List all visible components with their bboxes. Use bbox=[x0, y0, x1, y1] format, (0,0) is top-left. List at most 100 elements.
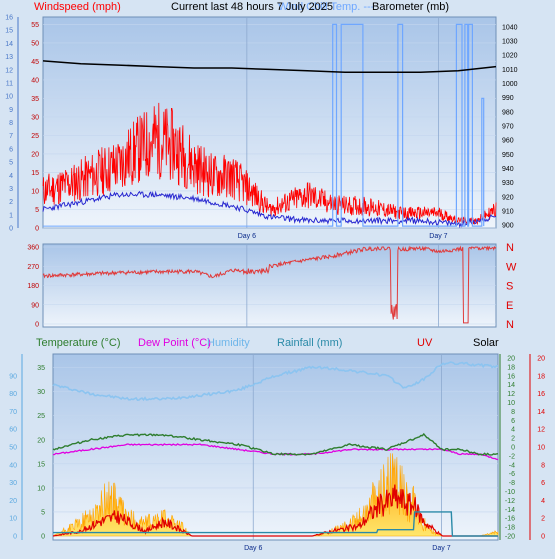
humidity-tick-label: 40 bbox=[9, 462, 17, 469]
windspeed-tick-label: 0 bbox=[35, 226, 39, 233]
humidity-tick-label: 80 bbox=[9, 391, 17, 398]
wind-force-tick-label: 8 bbox=[9, 120, 13, 127]
direction-tick-label: 270 bbox=[27, 264, 39, 271]
dewpoint-right-tick-label: -12 bbox=[505, 498, 515, 505]
barometer-tick-label: 900 bbox=[502, 223, 514, 230]
humidity-tick-label: 90 bbox=[9, 373, 17, 380]
uv-tick-label: 8 bbox=[541, 462, 545, 469]
dew-point-legend: Dew Point (°C) bbox=[138, 337, 211, 349]
barometer-tick-label: 920 bbox=[502, 194, 514, 201]
temperature-tick-label: 35 bbox=[37, 365, 45, 372]
uv-tick-label: 12 bbox=[537, 427, 545, 434]
wind-force-tick-label: 4 bbox=[9, 173, 13, 180]
dewpoint-right-tick-label: 12 bbox=[507, 391, 515, 398]
barometer-tick-label: 930 bbox=[502, 180, 514, 187]
day-label: Day 7 bbox=[429, 233, 447, 240]
day-label: Day 6 bbox=[238, 233, 256, 240]
windspeed-tick-label: 45 bbox=[31, 59, 39, 66]
day-label: Day 7 bbox=[432, 545, 450, 552]
dewpoint-right-tick-label: 4 bbox=[511, 427, 515, 434]
uv-tick-label: 14 bbox=[537, 409, 545, 416]
barometer-legend: Barometer (mb) bbox=[372, 1, 449, 13]
wind-force-tick-label: 14 bbox=[5, 41, 13, 48]
dewpoint-right-tick-label: -8 bbox=[509, 480, 515, 487]
barometer-tick-label: 1040 bbox=[502, 24, 518, 31]
compass-tick-label: W bbox=[506, 261, 517, 273]
uv-tick-label: 20 bbox=[537, 356, 545, 363]
chart-title: Current last 48 hours 7 July 2025 bbox=[171, 1, 333, 13]
direction-tick-label: 360 bbox=[27, 245, 39, 252]
wind-force-tick-label: 13 bbox=[5, 54, 13, 61]
compass-tick-label: N bbox=[506, 319, 514, 331]
windspeed-legend: Windspeed (mph) bbox=[34, 1, 121, 13]
humidity-tick-label: 70 bbox=[9, 409, 17, 416]
dewpoint-right-tick-label: 0 bbox=[511, 445, 515, 452]
temperature-tick-label: 10 bbox=[37, 485, 45, 492]
wind-force-tick-label: 2 bbox=[9, 199, 13, 206]
temperature-tick-label: 0 bbox=[41, 534, 45, 541]
wind-force-tick-label: 11 bbox=[6, 80, 13, 87]
compass-tick-label: E bbox=[506, 300, 513, 312]
dewpoint-right-tick-label: -18 bbox=[505, 525, 515, 532]
wind-force-tick-label: 12 bbox=[5, 67, 13, 74]
dewpoint-right-tick-label: 8 bbox=[511, 409, 515, 416]
dewpoint-right-tick-label: -6 bbox=[509, 471, 515, 478]
uv-tick-label: 6 bbox=[541, 480, 545, 487]
compass-tick-label: S bbox=[506, 281, 513, 293]
humidity-series-line bbox=[52, 361, 498, 402]
dewpoint-right-tick-label: 2 bbox=[511, 436, 515, 443]
humidity-tick-label: 0 bbox=[13, 534, 17, 541]
barometer-tick-label: 960 bbox=[502, 138, 514, 145]
rainfall-legend: Rainfall (mm) bbox=[277, 337, 342, 349]
humidity-tick-label: 60 bbox=[9, 427, 17, 434]
temperature-tick-label: 20 bbox=[37, 437, 45, 444]
humidity-tick-label: 10 bbox=[9, 516, 17, 523]
barometer-tick-label: 1000 bbox=[502, 81, 518, 88]
humidity-tick-label: 30 bbox=[9, 480, 17, 487]
humidity-legend: Humidity bbox=[207, 337, 250, 349]
rainfall-series-line bbox=[53, 511, 498, 537]
wind-force-tick-label: 3 bbox=[9, 186, 13, 193]
wind-force-tick-label: 6 bbox=[9, 146, 13, 153]
dewpoint-right-tick-label: -16 bbox=[505, 516, 515, 523]
temperature-tick-label: 30 bbox=[37, 389, 45, 396]
uv-tick-label: 16 bbox=[537, 391, 545, 398]
dewpoint-right-tick-label: 6 bbox=[511, 418, 515, 425]
wind-force-tick-label: 10 bbox=[5, 94, 13, 101]
wind-direction-series-line bbox=[42, 245, 497, 324]
uv-series-line bbox=[52, 484, 498, 537]
temperature-humidity-rain-plot-area bbox=[52, 353, 499, 541]
direction-tick-label: 0 bbox=[35, 322, 39, 329]
uv-tick-label: 2 bbox=[541, 516, 545, 523]
wind-chill-series-line bbox=[328, 23, 485, 227]
windspeed-tick-label: 20 bbox=[31, 151, 39, 158]
solar-legend: Solar bbox=[473, 337, 499, 349]
uv-tick-label: 18 bbox=[537, 373, 545, 380]
average-wind-series-line bbox=[42, 190, 497, 229]
dewpoint-right-tick-label: 10 bbox=[507, 400, 515, 407]
dewpoint-right-tick-label: -14 bbox=[505, 507, 515, 514]
windspeed-tick-label: 10 bbox=[31, 188, 39, 195]
dewpoint-right-tick-label: 14 bbox=[507, 382, 515, 389]
dewpoint-right-tick-label: -10 bbox=[505, 489, 515, 496]
uv-legend: UV bbox=[417, 337, 433, 349]
dewpoint-right-tick-label: -4 bbox=[509, 462, 515, 469]
temperature-tick-label: 15 bbox=[37, 461, 45, 468]
barometer-tick-label: 940 bbox=[502, 166, 514, 173]
humidity-tick-label: 50 bbox=[9, 445, 17, 452]
dewpoint-right-tick-label: -20 bbox=[505, 534, 515, 541]
barometer-tick-label: 950 bbox=[502, 152, 514, 159]
barometer-tick-label: 1030 bbox=[502, 39, 518, 46]
wind-force-tick-label: 15 bbox=[5, 28, 13, 35]
temperature-tick-label: 25 bbox=[37, 413, 45, 420]
dewpoint-right-tick-label: 16 bbox=[507, 373, 515, 380]
barometer-tick-label: 970 bbox=[502, 124, 514, 131]
wind-force-tick-label: 0 bbox=[9, 226, 13, 233]
humidity-tick-label: 20 bbox=[9, 498, 17, 505]
uv-tick-label: 10 bbox=[537, 445, 545, 452]
wind-force-tick-label: 7 bbox=[9, 133, 13, 140]
dewpoint-right-tick-label: -2 bbox=[509, 453, 515, 460]
wind-force-tick-label: 1 bbox=[9, 212, 13, 219]
